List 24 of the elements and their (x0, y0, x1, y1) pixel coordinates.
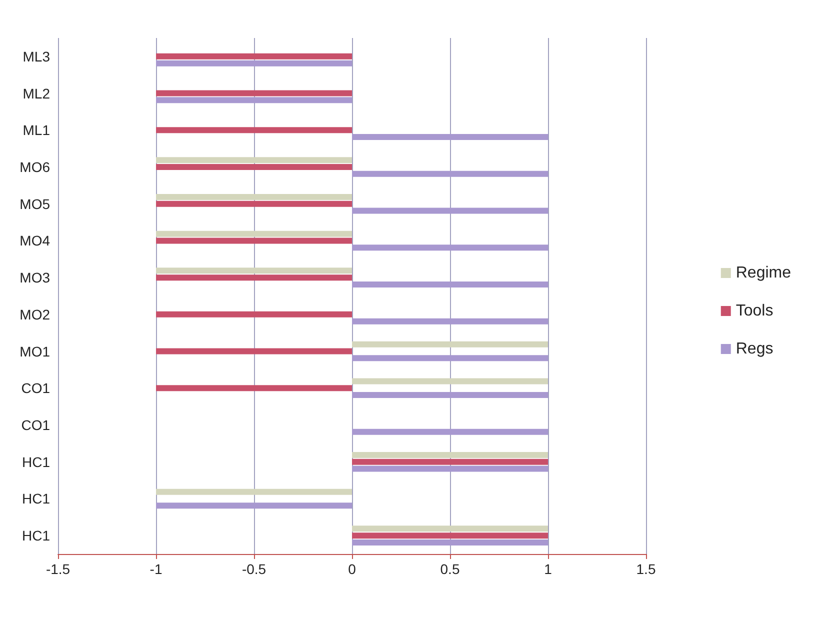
y-tick-label: MO4 (20, 232, 50, 249)
legend-label: Regime (736, 264, 792, 282)
y-tick-label: CO1 (21, 380, 50, 396)
x-tick-label: -0.5 (242, 561, 266, 577)
y-tick-label: CO1 (21, 417, 50, 433)
x-tick-label: -1.5 (46, 561, 70, 577)
y-tick-label: MO6 (20, 159, 50, 175)
y-tick-label: ML2 (22, 85, 50, 102)
legend-label: Regs (736, 340, 774, 358)
x-tick-label: 0 (348, 561, 356, 577)
y-tick-label: MO2 (20, 306, 50, 322)
y-tick-label: HC1 (22, 454, 50, 470)
y-tick-label: ML1 (22, 122, 50, 138)
x-tick-label: -1 (150, 561, 162, 577)
y-tick-label: MO5 (20, 196, 50, 212)
y-tick-label: MO1 (20, 343, 50, 360)
y-tick-label: HC1 (22, 490, 50, 507)
y-tick-label: HC1 (22, 528, 50, 544)
x-tick-label: 1.5 (636, 561, 656, 577)
y-tick-label: ML3 (22, 48, 50, 64)
x-tick-label: 1 (544, 561, 552, 577)
y-tick-label: MO3 (20, 270, 50, 286)
legend-label: Tools (736, 302, 774, 320)
x-tick-label: 0.5 (440, 561, 460, 577)
